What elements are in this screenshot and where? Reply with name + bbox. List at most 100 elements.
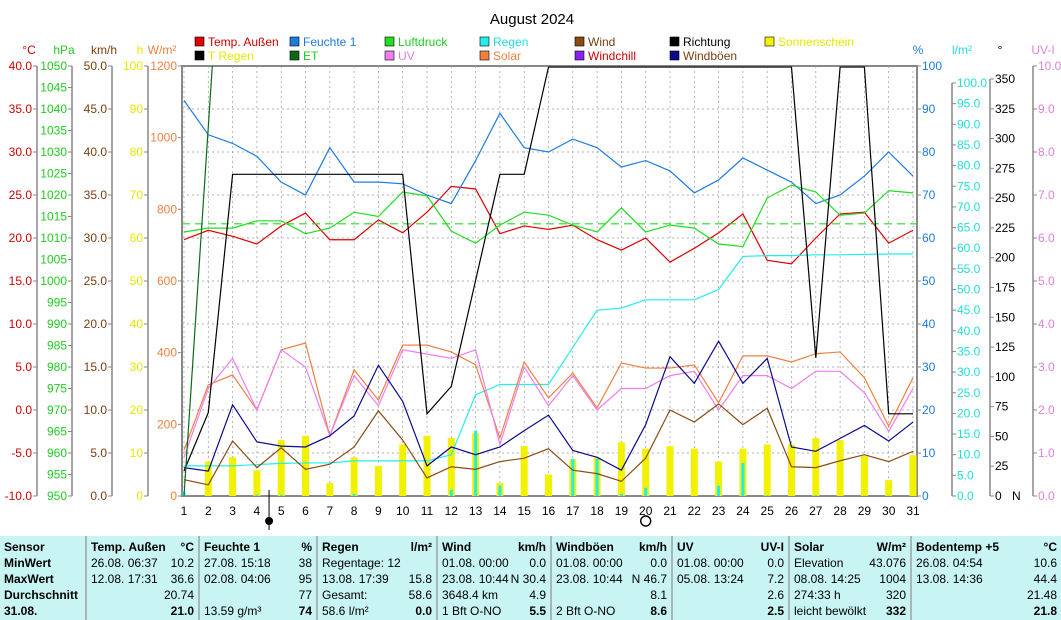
axis-tick-label: 20 (130, 403, 144, 417)
stats-row: 31.08. (4, 603, 81, 619)
legend-swatch (669, 50, 680, 61)
daily-rain-bar (619, 493, 623, 496)
sunshine-bar (204, 461, 212, 496)
stats-label: Gesamt: (322, 588, 368, 602)
series-line-regen (184, 253, 913, 467)
stats-header: Regen l/m² (322, 539, 432, 555)
axis-tick-label: 55.0 (957, 262, 981, 276)
stats-row: 08.08. 14:25 1004 (794, 571, 906, 587)
series-line-luftdruck (183, 184, 914, 248)
sunshine-bar (520, 446, 528, 496)
stats-value: 21.8 (1033, 604, 1057, 618)
legend-swatch (384, 50, 395, 61)
stats-value: 2.5 (767, 604, 784, 618)
x-tick-label: 22 (688, 504, 702, 518)
stats-value: W/m² (876, 540, 906, 554)
x-tick-label: 5 (278, 504, 285, 518)
axis-tick-label: 200 (995, 251, 1015, 265)
axis-tick-label: 0 (995, 489, 1002, 503)
stats-column: Solar W/m² Elevation 43.076 08.08. 14:25 1004… (790, 536, 912, 620)
stats-header: Windböen km/h (556, 539, 667, 555)
daily-rain-bar (765, 495, 769, 496)
x-tick-label: 10 (396, 504, 410, 518)
stats-column: Windböen km/h 01.08. 00:00 0.0 23.08. 10:44 N… (552, 536, 673, 620)
axis-tick-label: 0 (922, 489, 929, 503)
axis-tick-label: 60 (922, 231, 936, 245)
stats-row: 27.08. 15:18 38 (204, 555, 312, 571)
axis-tick-label: 985 (47, 339, 67, 353)
axis-tick-label: 90 (130, 102, 144, 116)
stats-value: °C (1043, 540, 1057, 554)
sunshine-bar (909, 455, 917, 496)
daily-rain-bar (279, 494, 283, 496)
sunshine-bar (812, 437, 820, 496)
axis-tick-label: 80 (130, 145, 144, 159)
x-tick-label: 1 (181, 504, 188, 518)
stats-value: 36.6 (170, 572, 194, 586)
full-moon-icon (640, 515, 652, 527)
axis-tick-label: 70 (922, 188, 936, 202)
axis-tick-label: 965 (47, 425, 67, 439)
legend-label: Richtung (683, 35, 730, 49)
legend-label: Wind (588, 35, 615, 49)
axis-tick-label: 35.0 (84, 188, 108, 202)
daily-rain-bar (595, 458, 599, 496)
stats-row: 1 Bft O-NO 5.5 (442, 603, 546, 619)
axis-tick-label: 50 (995, 429, 1009, 443)
stats-row: 13.59 g/m³ 74 (204, 603, 312, 619)
stats-value: °C (180, 540, 194, 554)
legend-label: Luftdruck (398, 35, 448, 49)
sunshine-bar (545, 474, 552, 496)
sunshine-bar (666, 446, 674, 496)
stats-row: MaxWert (4, 571, 81, 587)
x-tick-label: 16 (542, 504, 556, 518)
stats-value: 21.0 (170, 604, 194, 618)
axis-tick-label: 9.0 (1038, 102, 1055, 116)
stats-row: Gesamt: 58.6 (322, 587, 432, 603)
axis-tick-label: 45.0 (84, 102, 108, 116)
stats-row: 01.08. 00:00 0.0 (677, 555, 784, 571)
stats-row: 58.6 l/m² 0.0 (322, 603, 432, 619)
stats-label: Sensor (4, 540, 45, 554)
sunshine-bar (350, 457, 358, 496)
sunshine-bar (715, 461, 723, 496)
axis-tick-label: 1000 (150, 131, 177, 145)
stats-label: Elevation (794, 556, 844, 570)
axis-tick-label: 40.0 (957, 324, 981, 338)
axis-tick-label: 0.0 (90, 489, 107, 503)
axis-tick-label: 15.0 (957, 427, 981, 441)
axis-tick-label: 85.0 (957, 138, 981, 152)
stats-label: 13.08. 17:39 (322, 572, 389, 586)
stats-row: 2.5 (677, 603, 784, 619)
stats-label: 13.08. 14:36 (916, 572, 983, 586)
x-tick-label: 15 (518, 504, 532, 518)
stats-column: Feuchte 1% 27.08. 15:18 38 02.08. 04:06 95 77… (200, 536, 318, 620)
stats-value: 0.0 (650, 556, 667, 570)
series-line-et (183, 65, 213, 497)
weather-chart: August 2024 Temp. Außen Feuchte 1 Luftdruc… (5, 11, 1061, 530)
stats-value: 20.74 (163, 588, 194, 602)
x-tick-label: 27 (809, 504, 823, 518)
sunshine-bar (253, 470, 261, 496)
sunshine-bar (229, 457, 237, 496)
sunshine-bar (277, 440, 285, 496)
axis-tick-label: 25.0 (9, 188, 33, 202)
axis-tick-label: 3.0 (1038, 360, 1055, 374)
axis-tick-label: 5.0 (15, 360, 32, 374)
stats-label: 01.08. 00:00 (442, 556, 509, 570)
axis-tick-label: 980 (47, 360, 67, 374)
stats-value: N 46.7 (631, 572, 667, 586)
stats-label: UV (677, 540, 694, 554)
stats-label: 08.08. 14:25 (794, 572, 861, 586)
x-tick-label: 12 (445, 504, 459, 518)
axis-tick-label: 25 (995, 459, 1009, 473)
stats-value: 38 (298, 556, 312, 570)
stats-label: Temp. Außen (91, 540, 166, 554)
x-tick-label: 2 (205, 504, 212, 518)
axis-tick-label: 1005 (40, 253, 67, 267)
legend-swatch (574, 36, 585, 47)
stats-value: 0.0 (529, 556, 546, 570)
axis-tick-label: 15.0 (84, 360, 108, 374)
stats-row: 13.08. 17:39 15.8 (322, 571, 432, 587)
x-tick-label: 6 (302, 504, 309, 518)
